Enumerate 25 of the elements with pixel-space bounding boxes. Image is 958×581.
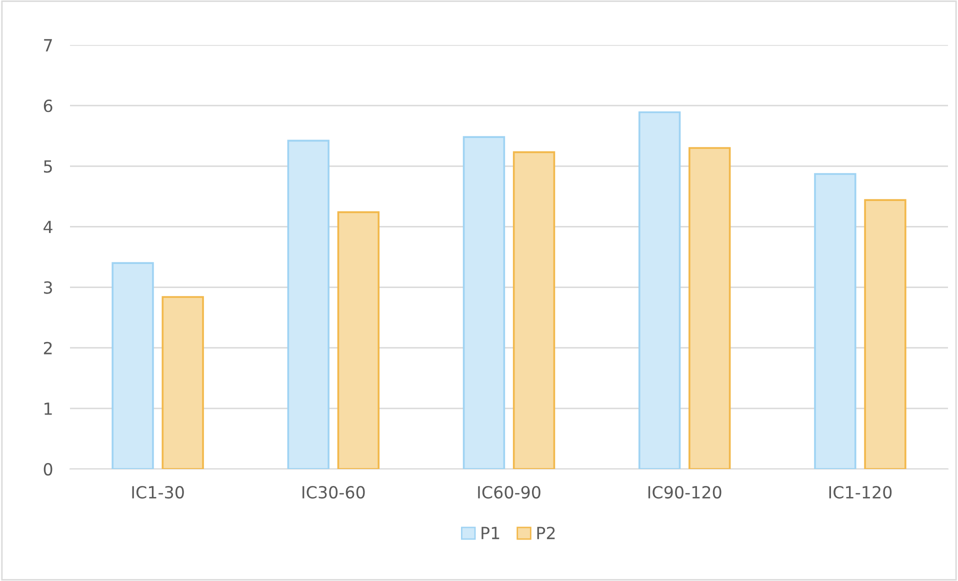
x-tick-label: IC30-60 [302, 486, 365, 499]
x-tick-label: IC60-90 [478, 486, 540, 499]
x-tick-label: IC1-30 [132, 486, 184, 499]
bar [512, 151, 556, 469]
y-tick-label: 4 [44, 220, 52, 234]
bar [462, 136, 506, 469]
legend-label: P2 [537, 526, 555, 540]
legend-label: P1 [482, 526, 500, 540]
bar [864, 199, 906, 469]
bar [638, 111, 681, 469]
bar [814, 173, 856, 469]
bar [688, 147, 731, 469]
y-tick-label: 6 [44, 100, 52, 112]
bar [112, 262, 154, 469]
bar [287, 140, 330, 469]
y-tick-label: 1 [44, 402, 52, 415]
y-tick-label: 3 [44, 281, 52, 294]
x-tick-label: IC90-120 [648, 486, 722, 499]
y-tick-label: 5 [44, 160, 52, 173]
y-tick-label: 2 [44, 342, 52, 354]
y-tick-label: 0 [44, 462, 52, 476]
y-tick-label: 7 [44, 39, 52, 52]
bar [337, 211, 380, 469]
x-tick-label: IC1-120 [829, 486, 892, 499]
bar [162, 296, 204, 469]
